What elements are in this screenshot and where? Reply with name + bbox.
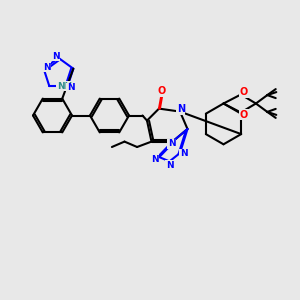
Text: N: N — [43, 63, 50, 72]
Text: O: O — [240, 110, 248, 120]
Text: N: N — [67, 83, 74, 92]
Text: N: N — [52, 52, 59, 61]
Text: O: O — [240, 87, 248, 97]
Text: N: N — [151, 154, 158, 164]
Text: N: N — [166, 160, 173, 169]
Text: N: N — [180, 149, 188, 158]
Text: O: O — [158, 86, 166, 96]
Text: N: N — [168, 140, 176, 148]
Text: N: N — [177, 104, 185, 114]
Text: NH: NH — [57, 82, 72, 91]
